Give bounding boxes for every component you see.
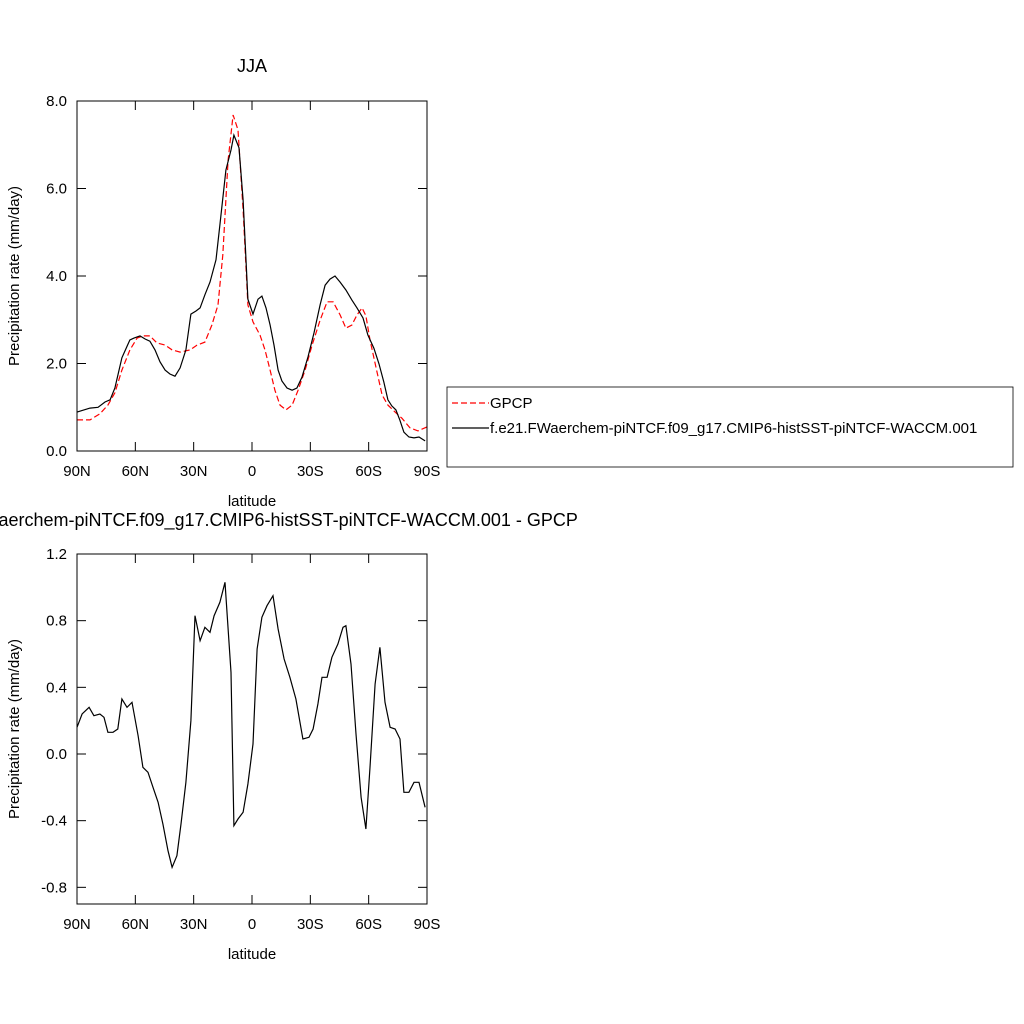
data-line [77, 114, 428, 432]
y-axis-label: Precipitation rate (mm/day) [6, 186, 23, 366]
x-tick-label: 30S [297, 916, 324, 933]
plot-frame [76, 100, 428, 452]
x-tick-label: 0 [248, 916, 256, 933]
y-tick-label: 0.0 [46, 746, 67, 763]
x-tick-label: 60S [355, 916, 382, 933]
x-axis-label: latitude [228, 493, 276, 510]
y-tick-label: -0.8 [41, 879, 67, 896]
y-tick-label: 0.8 [46, 613, 67, 630]
x-tick-label: 30S [297, 463, 324, 480]
x-tick-label: 90N [63, 916, 91, 933]
y-tick-label: 2.0 [46, 356, 67, 373]
x-tick-label: 90N [63, 463, 91, 480]
x-tick-label: 60N [122, 463, 150, 480]
y-tick-label: 8.0 [46, 93, 67, 110]
y-tick-label: 6.0 [46, 181, 67, 198]
y-tick-label: 0.4 [46, 679, 67, 696]
y-tick-label: 4.0 [46, 268, 67, 285]
y-tick-label: 1.2 [46, 546, 67, 563]
y-tick-label: -0.4 [41, 813, 67, 830]
legend-box [446, 386, 1014, 468]
x-tick-label: 0 [248, 463, 256, 480]
x-tick-label: 90S [414, 463, 441, 480]
data-line [76, 582, 426, 870]
x-tick-label: 60S [355, 463, 382, 480]
legend-label: GPCP [490, 395, 533, 412]
chart-title: JJA [237, 56, 267, 76]
x-tick-label: 90S [414, 916, 441, 933]
x-tick-label: 60N [122, 916, 150, 933]
legend-label: f.e21.FWaerchem-piNTCF.f09_g17.CMIP6-his… [490, 420, 977, 437]
data-line [76, 132, 426, 442]
chart-title: f.e21.FWaerchem-piNTCF.f09_g17.CMIP6-his… [0, 510, 578, 531]
y-tick-label: 0.0 [46, 443, 67, 460]
y-axis-label: Precipitation rate (mm/day) [6, 639, 23, 819]
x-tick-label: 30N [180, 463, 208, 480]
plot-frame [76, 553, 428, 905]
x-axis-label: latitude [228, 946, 276, 963]
x-tick-label: 30N [180, 916, 208, 933]
